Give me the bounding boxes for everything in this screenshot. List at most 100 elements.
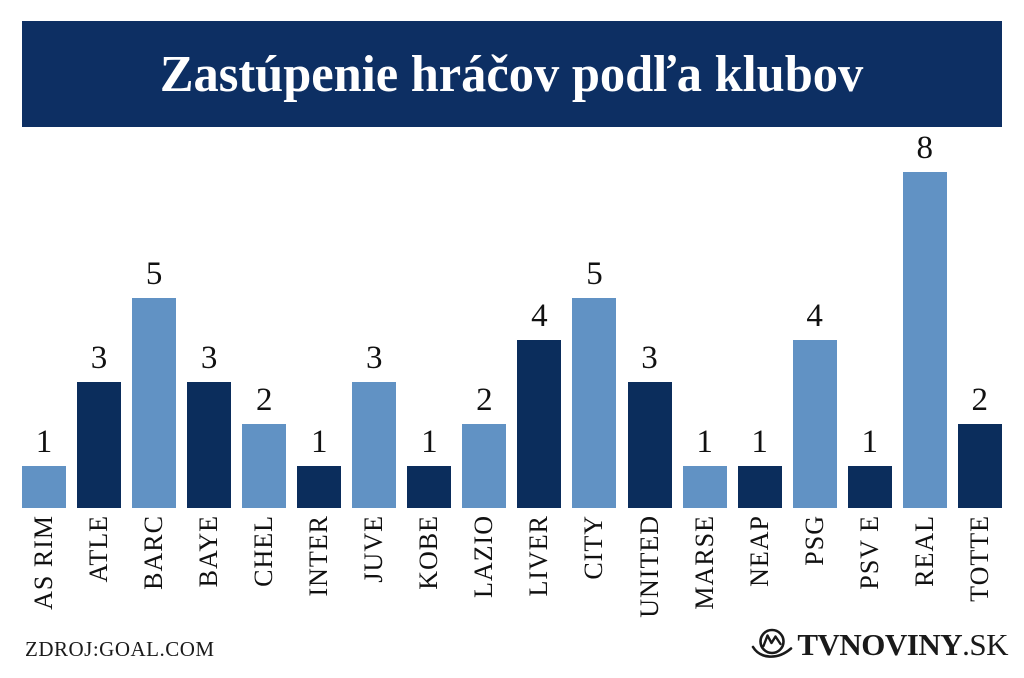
x-axis-label-area: LIVER [517, 508, 561, 616]
bar [77, 382, 122, 508]
x-axis-label-area: BARC [132, 508, 176, 616]
x-axis-label-area: AS RIM [22, 508, 66, 616]
bar-value-label: 3 [366, 340, 383, 376]
bar-chart: 1 AS RIM 3 ATLE 5 BARC 3 BAYE 2 CHEL 1 INTER 3 JUVE 1 K… [22, 130, 1002, 618]
bar-column: 1 PSV E [847, 130, 892, 616]
bar-column: 1 MARSE [682, 130, 727, 616]
bar-column: 5 CITY [572, 130, 617, 616]
bar-column: 3 JUVE [352, 130, 397, 616]
bar-column: 3 UNITED [627, 130, 672, 618]
x-axis-label: ATLE [84, 515, 114, 583]
bar-column: 1 KOBE [407, 130, 452, 616]
bar [572, 298, 617, 508]
bar [352, 382, 397, 508]
bar [242, 424, 287, 508]
bar-value-label: 2 [255, 382, 273, 418]
brand-name-bold: TVNOVINY [797, 627, 963, 662]
bar-column: 2 TOTTE [957, 130, 1002, 616]
brand-logo: TVNOVINY.SK [751, 626, 1008, 664]
x-axis-label: INTER [304, 515, 334, 597]
bar-value-label: 8 [916, 130, 934, 166]
x-axis-label-area: ATLE [77, 508, 121, 616]
bar [462, 424, 507, 508]
bar-column: 2 CHEL [242, 130, 287, 616]
bar-value-label: 3 [200, 340, 218, 376]
bar [407, 466, 452, 508]
tvnoviny-wave-circle-icon [752, 628, 793, 658]
bar [297, 466, 342, 508]
bar [682, 466, 727, 508]
bar-value-label: 1 [310, 424, 328, 460]
page-title: Zastúpenie hráčov podľa klubov [160, 45, 864, 103]
x-axis-label-area: LAZIO [462, 508, 506, 616]
x-axis-label-area: JUVE [352, 508, 396, 616]
bar-value-label: 1 [696, 424, 713, 460]
bar [627, 382, 672, 508]
x-axis-label: PSV E [854, 515, 884, 590]
bar-value-label: 3 [90, 340, 108, 376]
brand-name: TVNOVINY.SK [797, 627, 1008, 663]
x-axis-label: BARC [139, 515, 169, 590]
bar [737, 466, 782, 508]
bar-column: 1 NEAP [737, 130, 782, 616]
bar [187, 382, 232, 508]
x-axis-label-area: TOTTE [958, 508, 1002, 616]
x-axis-label-area: KOBE [407, 508, 451, 616]
bar-column: 3 BAYE [187, 130, 232, 616]
x-axis-label: PSG [799, 515, 829, 566]
bar-value-label: 5 [145, 256, 163, 292]
x-axis-label-area: REAL [903, 508, 947, 616]
bar-column: 8 REAL [902, 130, 947, 616]
bar-value-label: 4 [806, 298, 823, 334]
x-axis-label: KOBE [414, 515, 444, 590]
bar-value-label: 2 [476, 382, 493, 418]
bar-column: 5 BARC [132, 130, 177, 616]
x-axis-label-area: PSG [793, 508, 837, 616]
bar-column: 1 AS RIM [22, 130, 66, 616]
bar-value-label: 1 [751, 424, 768, 460]
brand-name-suffix: .SK [962, 627, 1008, 662]
bar [517, 340, 562, 508]
bar-column: 4 LIVER [517, 130, 562, 616]
x-axis-label: NEAP [744, 515, 774, 587]
x-axis-label: UNITED [634, 515, 664, 618]
bar-value-label: 4 [531, 298, 548, 334]
x-axis-label: LAZIO [469, 515, 499, 598]
bar-value-label: 2 [971, 382, 989, 418]
bar [792, 340, 837, 508]
bar [957, 424, 1002, 508]
x-axis-label-area: PSV E [848, 508, 892, 616]
x-axis-label-area: INTER [297, 508, 341, 616]
bar-value-label: 3 [641, 340, 658, 376]
bar-value-label: 5 [586, 256, 603, 292]
bar [132, 298, 177, 508]
x-axis-label-area: CHEL [242, 508, 286, 616]
x-axis-label: AS RIM [29, 515, 58, 610]
bar-value-label: 1 [35, 424, 53, 460]
bar-value-label: 1 [861, 424, 878, 460]
x-axis-label-area: UNITED [628, 508, 672, 618]
bar-column: 3 ATLE [77, 130, 122, 616]
x-axis-label: REAL [909, 515, 939, 587]
bar [847, 466, 892, 508]
x-axis-label: CITY [579, 515, 609, 580]
bar [902, 172, 947, 508]
x-axis-label: BAYE [194, 515, 224, 588]
x-axis-label-area: BAYE [187, 508, 231, 616]
x-axis-label: CHEL [249, 515, 279, 587]
x-axis-label: JUVE [359, 515, 389, 583]
x-axis-label-area: MARSE [683, 508, 727, 616]
x-axis-label: MARSE [689, 515, 719, 610]
x-axis-label: LIVER [524, 515, 554, 597]
bar-column: 4 PSG [792, 130, 837, 616]
bar-value-label: 1 [421, 424, 438, 460]
bar [22, 466, 66, 508]
x-axis-label-area: CITY [572, 508, 616, 616]
bar-column: 1 INTER [297, 130, 342, 616]
bar-column: 2 LAZIO [462, 130, 507, 616]
source-credit: ZDROJ:GOAL.COM [25, 637, 215, 661]
x-axis-label-area: NEAP [738, 508, 782, 616]
x-axis-label: TOTTE [964, 515, 994, 602]
header-bar: Zastúpenie hráčov podľa klubov [22, 21, 1002, 127]
